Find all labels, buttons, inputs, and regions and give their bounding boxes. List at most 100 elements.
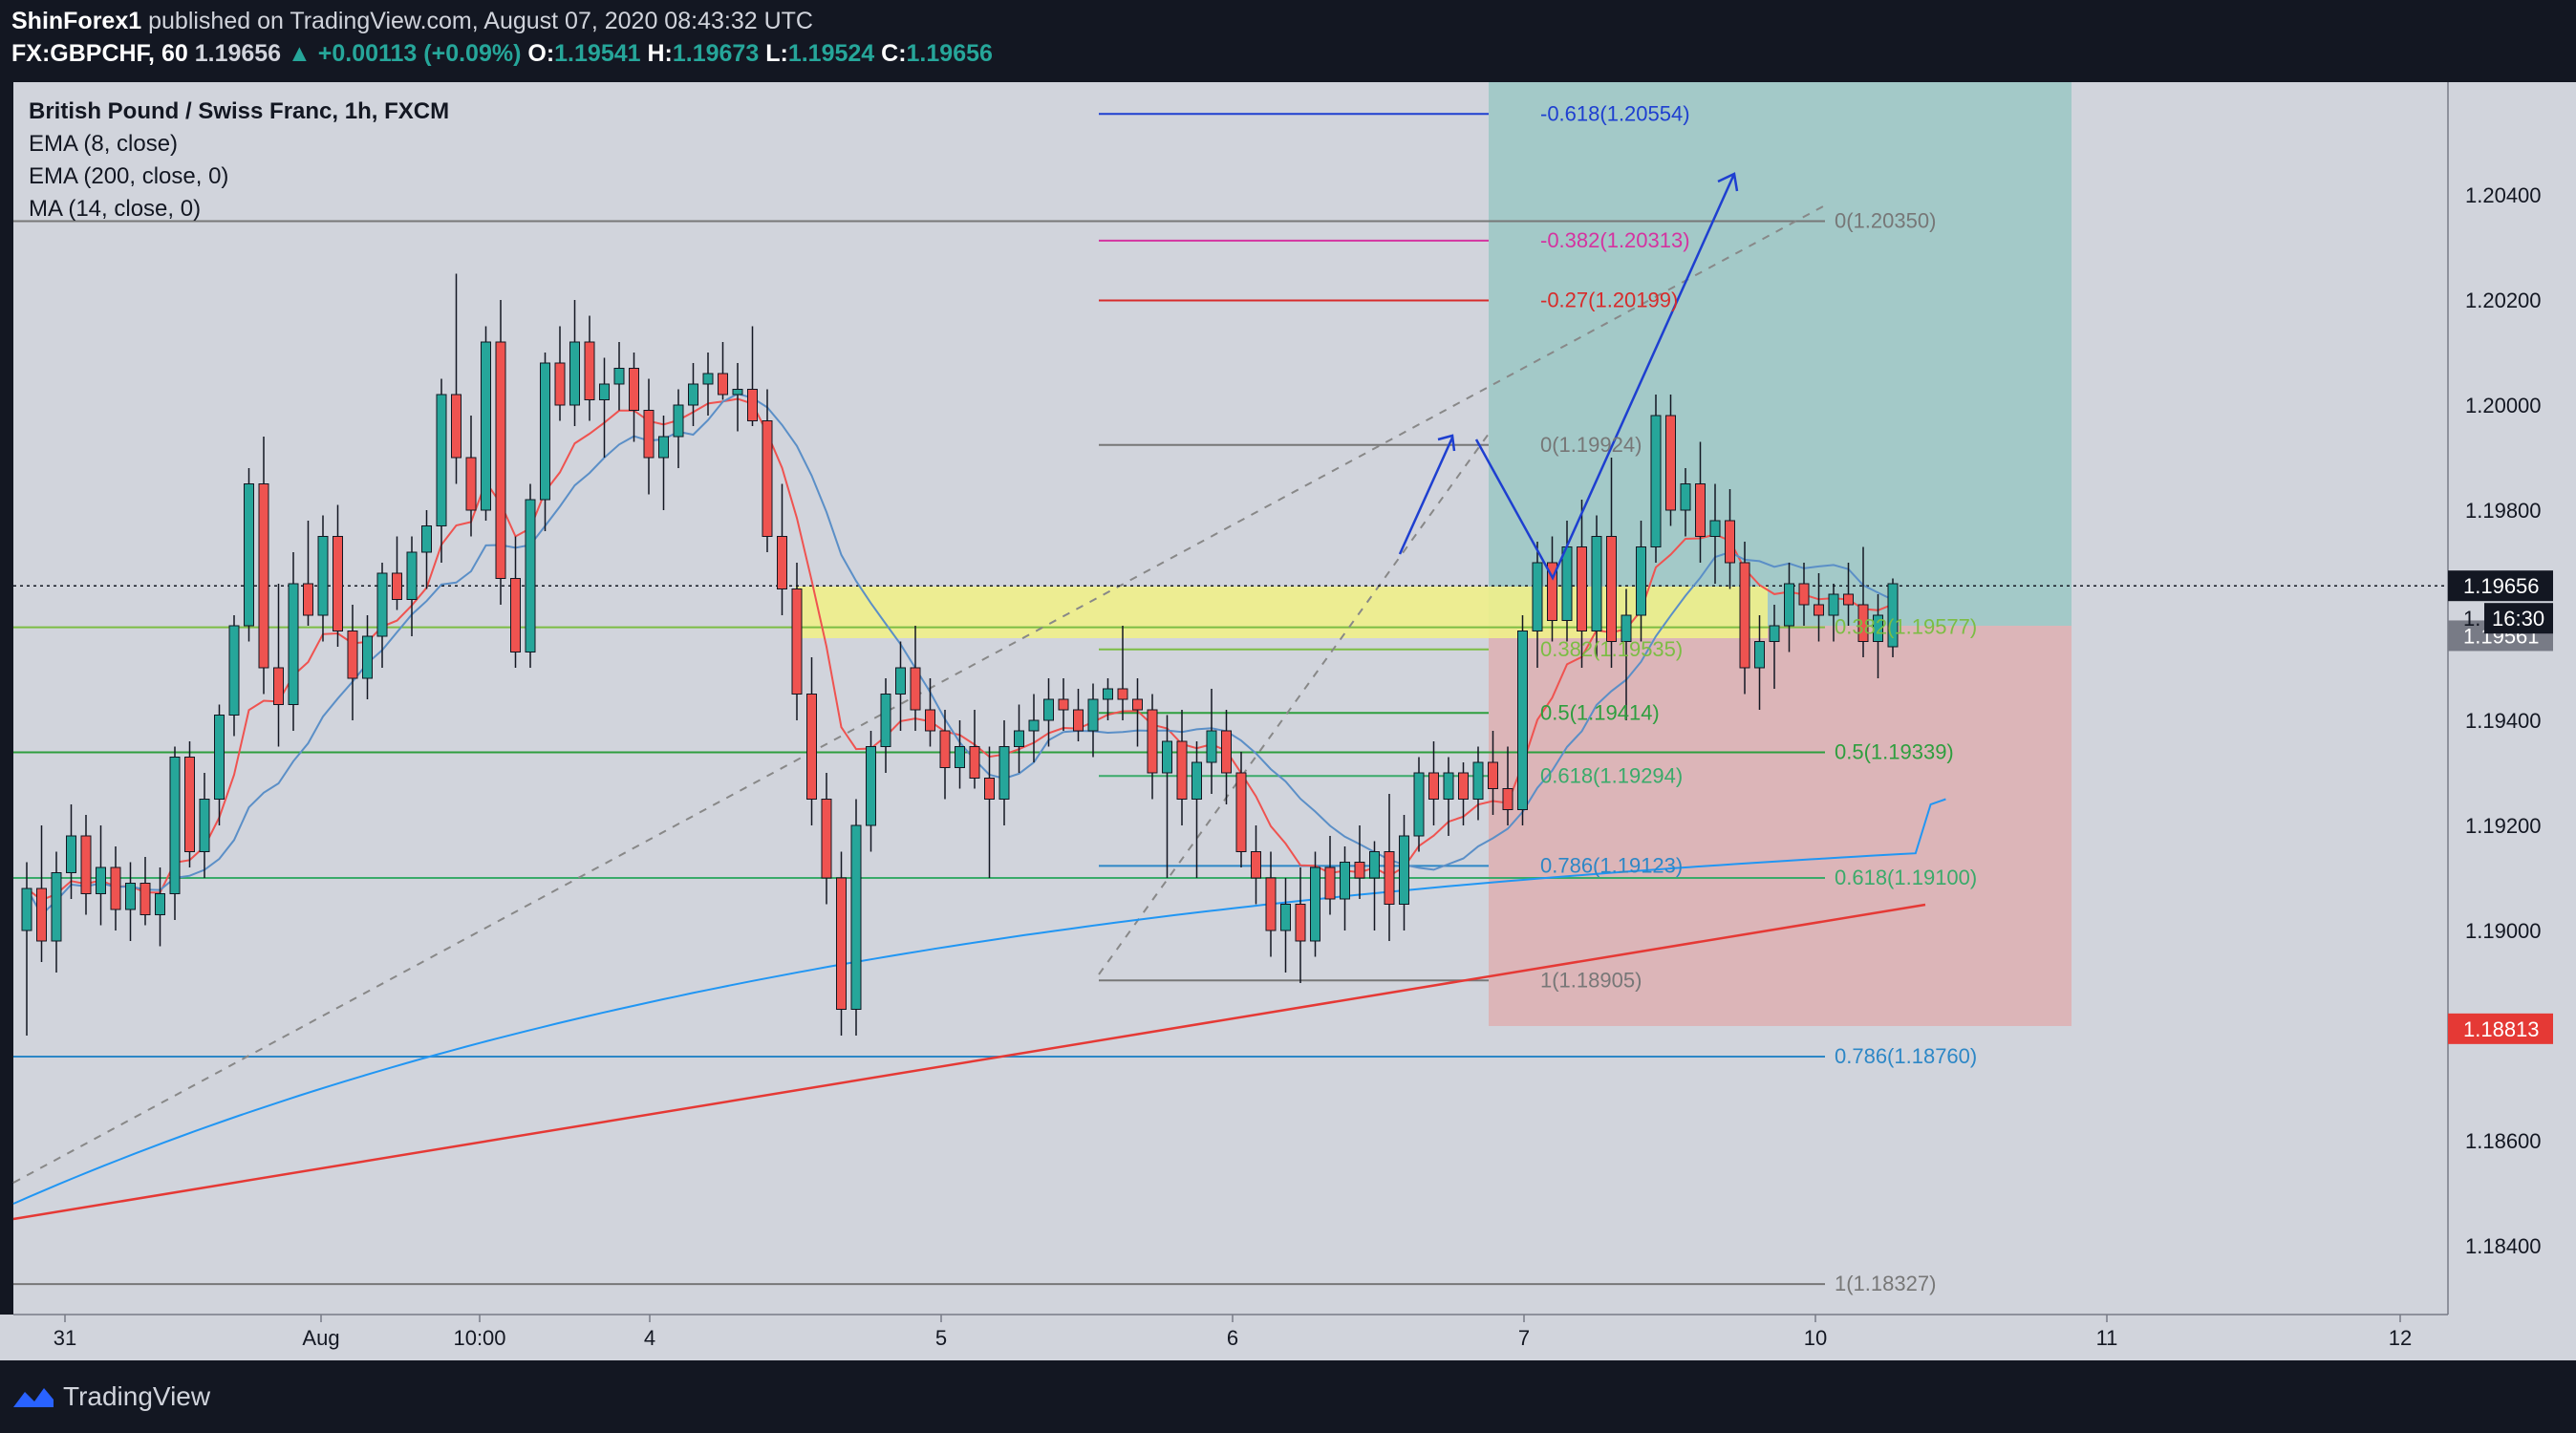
arrow-head-icon bbox=[1437, 434, 1456, 452]
candle-body bbox=[554, 362, 566, 406]
fib-label: 0.618(1.19100) bbox=[1835, 866, 1977, 889]
low-value: 1.19524 bbox=[787, 40, 875, 67]
change-up-icon: ▲ bbox=[288, 40, 311, 67]
candle-body bbox=[1043, 698, 1054, 721]
candle-body bbox=[1739, 562, 1750, 669]
candle-body bbox=[288, 583, 299, 705]
candle-body bbox=[658, 436, 669, 459]
price-axis-background bbox=[2448, 82, 2576, 1315]
candle-body bbox=[1725, 520, 1735, 564]
candle-body bbox=[125, 883, 136, 910]
price-change: +0.00113 (+0.09%) bbox=[317, 40, 522, 67]
candle-body bbox=[599, 383, 610, 400]
candle-body bbox=[895, 667, 906, 695]
y-tick-label: 1.19200 bbox=[2465, 814, 2542, 838]
candle-body bbox=[1458, 772, 1469, 800]
candle-body bbox=[629, 368, 639, 411]
candle-body bbox=[673, 404, 684, 438]
candle-body bbox=[1591, 536, 1602, 631]
open-value: 1.19541 bbox=[554, 40, 641, 67]
candle-body bbox=[1680, 483, 1691, 511]
stop-zone bbox=[1489, 626, 2072, 1026]
candle-body bbox=[214, 715, 225, 800]
candle-body bbox=[1265, 877, 1277, 931]
candle-body bbox=[821, 799, 832, 879]
candle-body bbox=[110, 866, 121, 910]
symbol-label[interactable]: FX:GBPCHF, 60 bbox=[11, 40, 188, 67]
candle-body bbox=[1857, 604, 1869, 642]
candle-body bbox=[140, 883, 151, 915]
candle-body bbox=[643, 410, 655, 459]
candle-body bbox=[688, 383, 698, 406]
candle-body bbox=[1295, 904, 1306, 942]
candle-body bbox=[1532, 562, 1543, 631]
y-tick-label: 1.20400 bbox=[2465, 183, 2542, 207]
candle-body bbox=[465, 457, 477, 511]
candle-body bbox=[1798, 583, 1810, 606]
candle-body bbox=[36, 888, 47, 942]
ohlc-line: FX:GBPCHF, 60 1.19656 ▲ +0.00113 (+0.09%… bbox=[11, 40, 993, 68]
candle-body bbox=[1428, 772, 1439, 800]
time-axis-background bbox=[0, 1315, 2576, 1360]
candle-body bbox=[1251, 851, 1261, 879]
y-tick-label: 1.19000 bbox=[2465, 919, 2542, 943]
countdown-label: 16:30 bbox=[2492, 607, 2544, 631]
candle-body bbox=[376, 572, 388, 637]
publish-line: ShinForex1 published on TradingView.com,… bbox=[11, 8, 813, 35]
author-name[interactable]: ShinForex1 bbox=[11, 8, 142, 34]
candle-body bbox=[880, 694, 891, 747]
candle-body bbox=[762, 420, 773, 537]
candle-body bbox=[406, 551, 418, 600]
candle-body bbox=[155, 893, 165, 915]
candle-body bbox=[1014, 730, 1024, 747]
ema200-line bbox=[12, 798, 1946, 1205]
candle-body bbox=[969, 746, 980, 779]
tradingview-logo[interactable]: TradingView bbox=[10, 1381, 210, 1412]
candle-body bbox=[1828, 593, 1839, 616]
x-tick-label: 4 bbox=[644, 1326, 655, 1350]
candle-body bbox=[184, 757, 195, 852]
legend-ema8[interactable]: EMA (8, close) bbox=[29, 131, 179, 157]
candle-body bbox=[702, 373, 714, 385]
fib-label: 0.618(1.19294) bbox=[1540, 763, 1683, 787]
candle-body bbox=[1191, 761, 1202, 800]
candle-body bbox=[258, 483, 269, 669]
candle-body bbox=[273, 667, 284, 705]
candle-body bbox=[939, 730, 951, 768]
candle-body bbox=[80, 835, 92, 894]
candle-body bbox=[777, 536, 787, 589]
candle-body bbox=[1577, 546, 1587, 631]
close-label: C: bbox=[881, 40, 907, 67]
stop-price-label-box bbox=[2448, 1013, 2553, 1044]
candle-body bbox=[850, 824, 862, 1010]
x-tick-label: Aug bbox=[302, 1326, 339, 1350]
candle-body bbox=[1665, 415, 1676, 511]
candle-body bbox=[1162, 740, 1172, 774]
x-tick-label: 6 bbox=[1227, 1326, 1238, 1350]
candle-body bbox=[96, 866, 106, 894]
last-price: 1.19656 bbox=[194, 40, 282, 67]
candle-body bbox=[1472, 761, 1484, 800]
current-price-label: 1.19656 bbox=[2463, 574, 2540, 598]
fib-label: 1(1.18905) bbox=[1540, 968, 1642, 992]
legend-ma14[interactable]: MA (14, close, 0) bbox=[29, 196, 202, 222]
projection-arrow-2 bbox=[1474, 173, 1736, 581]
target-zone bbox=[1489, 82, 2072, 626]
candle-body bbox=[1280, 904, 1291, 931]
candle-body bbox=[1399, 835, 1409, 905]
candle-body bbox=[747, 389, 758, 421]
legend-ema200[interactable]: EMA (200, close, 0) bbox=[29, 163, 229, 189]
candle-body bbox=[1340, 862, 1350, 900]
legend-title[interactable]: British Pound / Swiss Franc, 1h, FXCM bbox=[29, 98, 450, 124]
ascending-trendline bbox=[12, 903, 1926, 1221]
x-tick-label: 10:00 bbox=[453, 1326, 505, 1350]
candle-body bbox=[540, 362, 550, 501]
x-tick-label: 5 bbox=[935, 1326, 947, 1350]
candle-body bbox=[1887, 583, 1899, 648]
candle-body bbox=[1235, 772, 1247, 852]
fib-label: 0(1.19924) bbox=[1540, 433, 1642, 457]
candle-body bbox=[1843, 593, 1854, 606]
candle-body bbox=[925, 709, 935, 732]
candle-body bbox=[955, 746, 965, 768]
